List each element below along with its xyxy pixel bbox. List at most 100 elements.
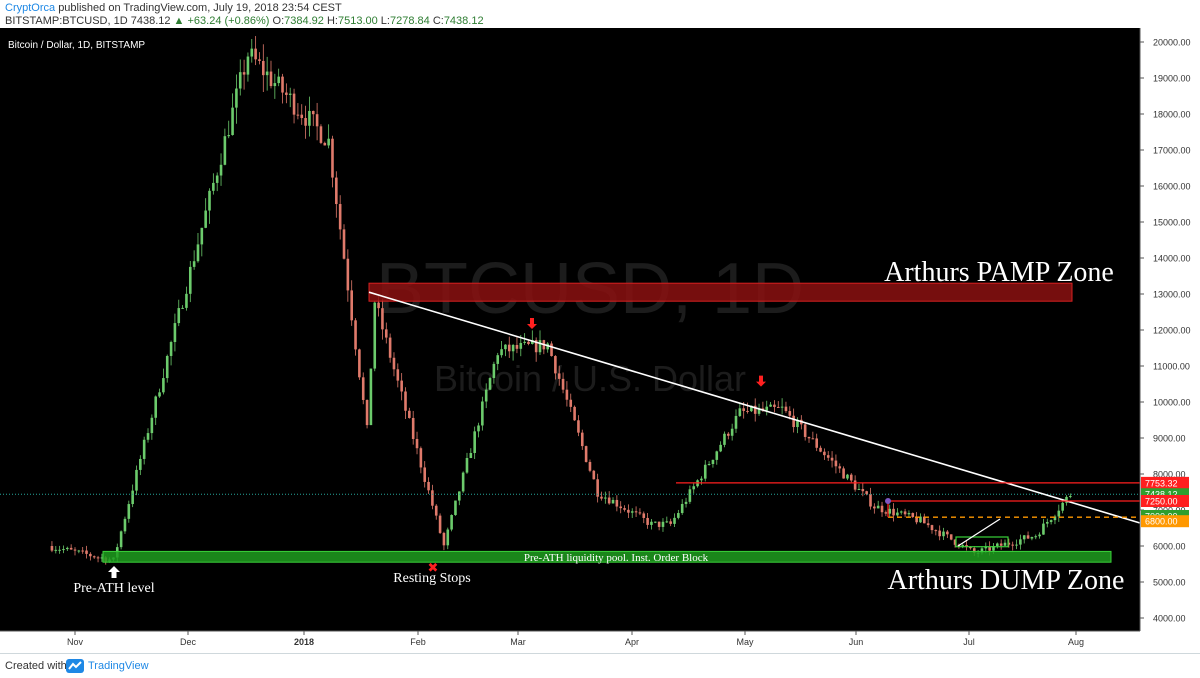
publish-line: CryptOrca published on TradingView.com, … — [5, 2, 342, 14]
candle-body — [869, 494, 872, 507]
candle-body — [953, 539, 957, 545]
candle-body — [215, 175, 219, 183]
candle-body — [680, 503, 684, 514]
candle-body — [657, 521, 661, 527]
open-label: O: — [272, 15, 285, 27]
candle-body — [273, 83, 277, 87]
candle-body — [903, 511, 907, 515]
resting-stops-label: Resting Stops — [393, 571, 470, 586]
y-tick-label: 14000.00 — [1153, 254, 1191, 264]
y-tick-label: 8000.00 — [1153, 470, 1186, 480]
candle-body — [481, 401, 484, 426]
candle-body — [219, 164, 223, 176]
liquidity-pool-label: Pre-ATH liquidity pool. Inst. Order Bloc… — [524, 552, 709, 564]
candle-body — [992, 545, 995, 551]
time-axis[interactable]: Nov Dec 2018 Feb Mar Apr May Jun Jul Aug — [0, 630, 1140, 647]
candle-body — [792, 415, 795, 428]
candle-body — [1053, 516, 1057, 521]
candle-body — [692, 486, 696, 490]
candle-body — [511, 344, 515, 352]
candle-body — [788, 411, 792, 416]
candle-body — [996, 543, 999, 546]
candle-body — [304, 118, 307, 126]
candle-body — [292, 93, 296, 115]
candle-body — [565, 389, 569, 400]
candle-body — [907, 513, 911, 515]
candle-body — [988, 546, 991, 551]
candle-body — [730, 428, 734, 436]
candle-body — [135, 469, 138, 491]
x-tick-label: Jul — [963, 637, 975, 647]
candle-body — [434, 505, 438, 516]
candle-body — [77, 550, 81, 552]
candle-body — [158, 392, 161, 397]
y-tick-label: 6000.00 — [1153, 542, 1186, 552]
candle-body — [949, 534, 953, 540]
candle-body — [784, 406, 788, 412]
liquidity-pool-box — [102, 550, 1112, 563]
candle-body — [365, 399, 369, 426]
symbol-label[interactable]: BITSTAMP:BTCUSD, 1D — [5, 15, 128, 27]
candle-body — [238, 72, 242, 89]
candle-body — [665, 521, 669, 523]
candle-body — [81, 550, 84, 552]
candle-body — [415, 438, 419, 449]
candle-body — [815, 438, 818, 448]
price-change: +63.24 (+0.86%) — [187, 15, 270, 27]
candle-body — [554, 356, 557, 374]
candle-body — [438, 515, 442, 533]
candle-body — [531, 340, 534, 344]
candle-body — [838, 466, 842, 469]
candle-body — [711, 459, 715, 465]
candle-body — [1007, 542, 1011, 545]
candle-body — [208, 190, 211, 211]
candle-body — [780, 406, 784, 408]
author-link[interactable]: CryptOrca — [5, 2, 56, 14]
x-tick-label: 2018 — [294, 637, 314, 647]
candle-body — [473, 431, 476, 454]
candle-body — [231, 107, 234, 136]
last-price: 7438.12 — [130, 15, 171, 27]
tradingview-link[interactable]: TradingView — [88, 660, 149, 672]
candle-body — [638, 512, 642, 514]
candle-body — [965, 545, 968, 547]
close-value: 7438.12 — [443, 15, 484, 27]
candle-body — [507, 344, 511, 352]
candle-body — [196, 244, 200, 262]
price-tag — [1141, 476, 1189, 489]
candle-body — [930, 525, 934, 531]
candle-body — [54, 549, 58, 551]
candle-body — [119, 531, 123, 548]
price-axis[interactable]: 20000.00 19000.00 18000.00 17000.00 16000.00… — [1139, 28, 1191, 631]
candle-body — [926, 523, 930, 526]
y-tick-label: 18000.00 — [1153, 110, 1191, 120]
candle-body — [338, 204, 342, 230]
price-tag — [1141, 495, 1189, 507]
pre-ath-label: Pre-ATH level — [73, 581, 154, 596]
rising-line — [957, 518, 1001, 547]
footer: Created with TradingView — [0, 653, 1200, 678]
candle-body — [896, 512, 899, 516]
candle-body — [653, 521, 657, 523]
published-text: published on TradingView.com, July 19, 2… — [58, 2, 342, 14]
candle-body — [773, 404, 776, 407]
candle-body — [1030, 537, 1034, 539]
candle-body — [427, 481, 430, 491]
candle-body — [523, 341, 526, 343]
candle-body — [308, 110, 311, 126]
candle-body — [888, 508, 892, 514]
candle-body — [369, 368, 373, 426]
candle-body — [358, 349, 361, 378]
candle-body — [742, 408, 745, 411]
candle-body — [984, 546, 988, 549]
candle-body — [442, 532, 446, 546]
candle-body — [469, 453, 473, 458]
price-chart[interactable]: BTCUSD, 1D Bitcoin / U.S. Dollar Bitcoin… — [0, 28, 1200, 653]
candle-body — [177, 308, 181, 324]
candle-body — [311, 110, 315, 115]
x-tick-label: Aug — [1068, 637, 1084, 647]
candle-body — [50, 546, 54, 551]
candle-body — [853, 480, 857, 490]
candle-body — [185, 293, 188, 308]
candle-body — [235, 88, 238, 108]
